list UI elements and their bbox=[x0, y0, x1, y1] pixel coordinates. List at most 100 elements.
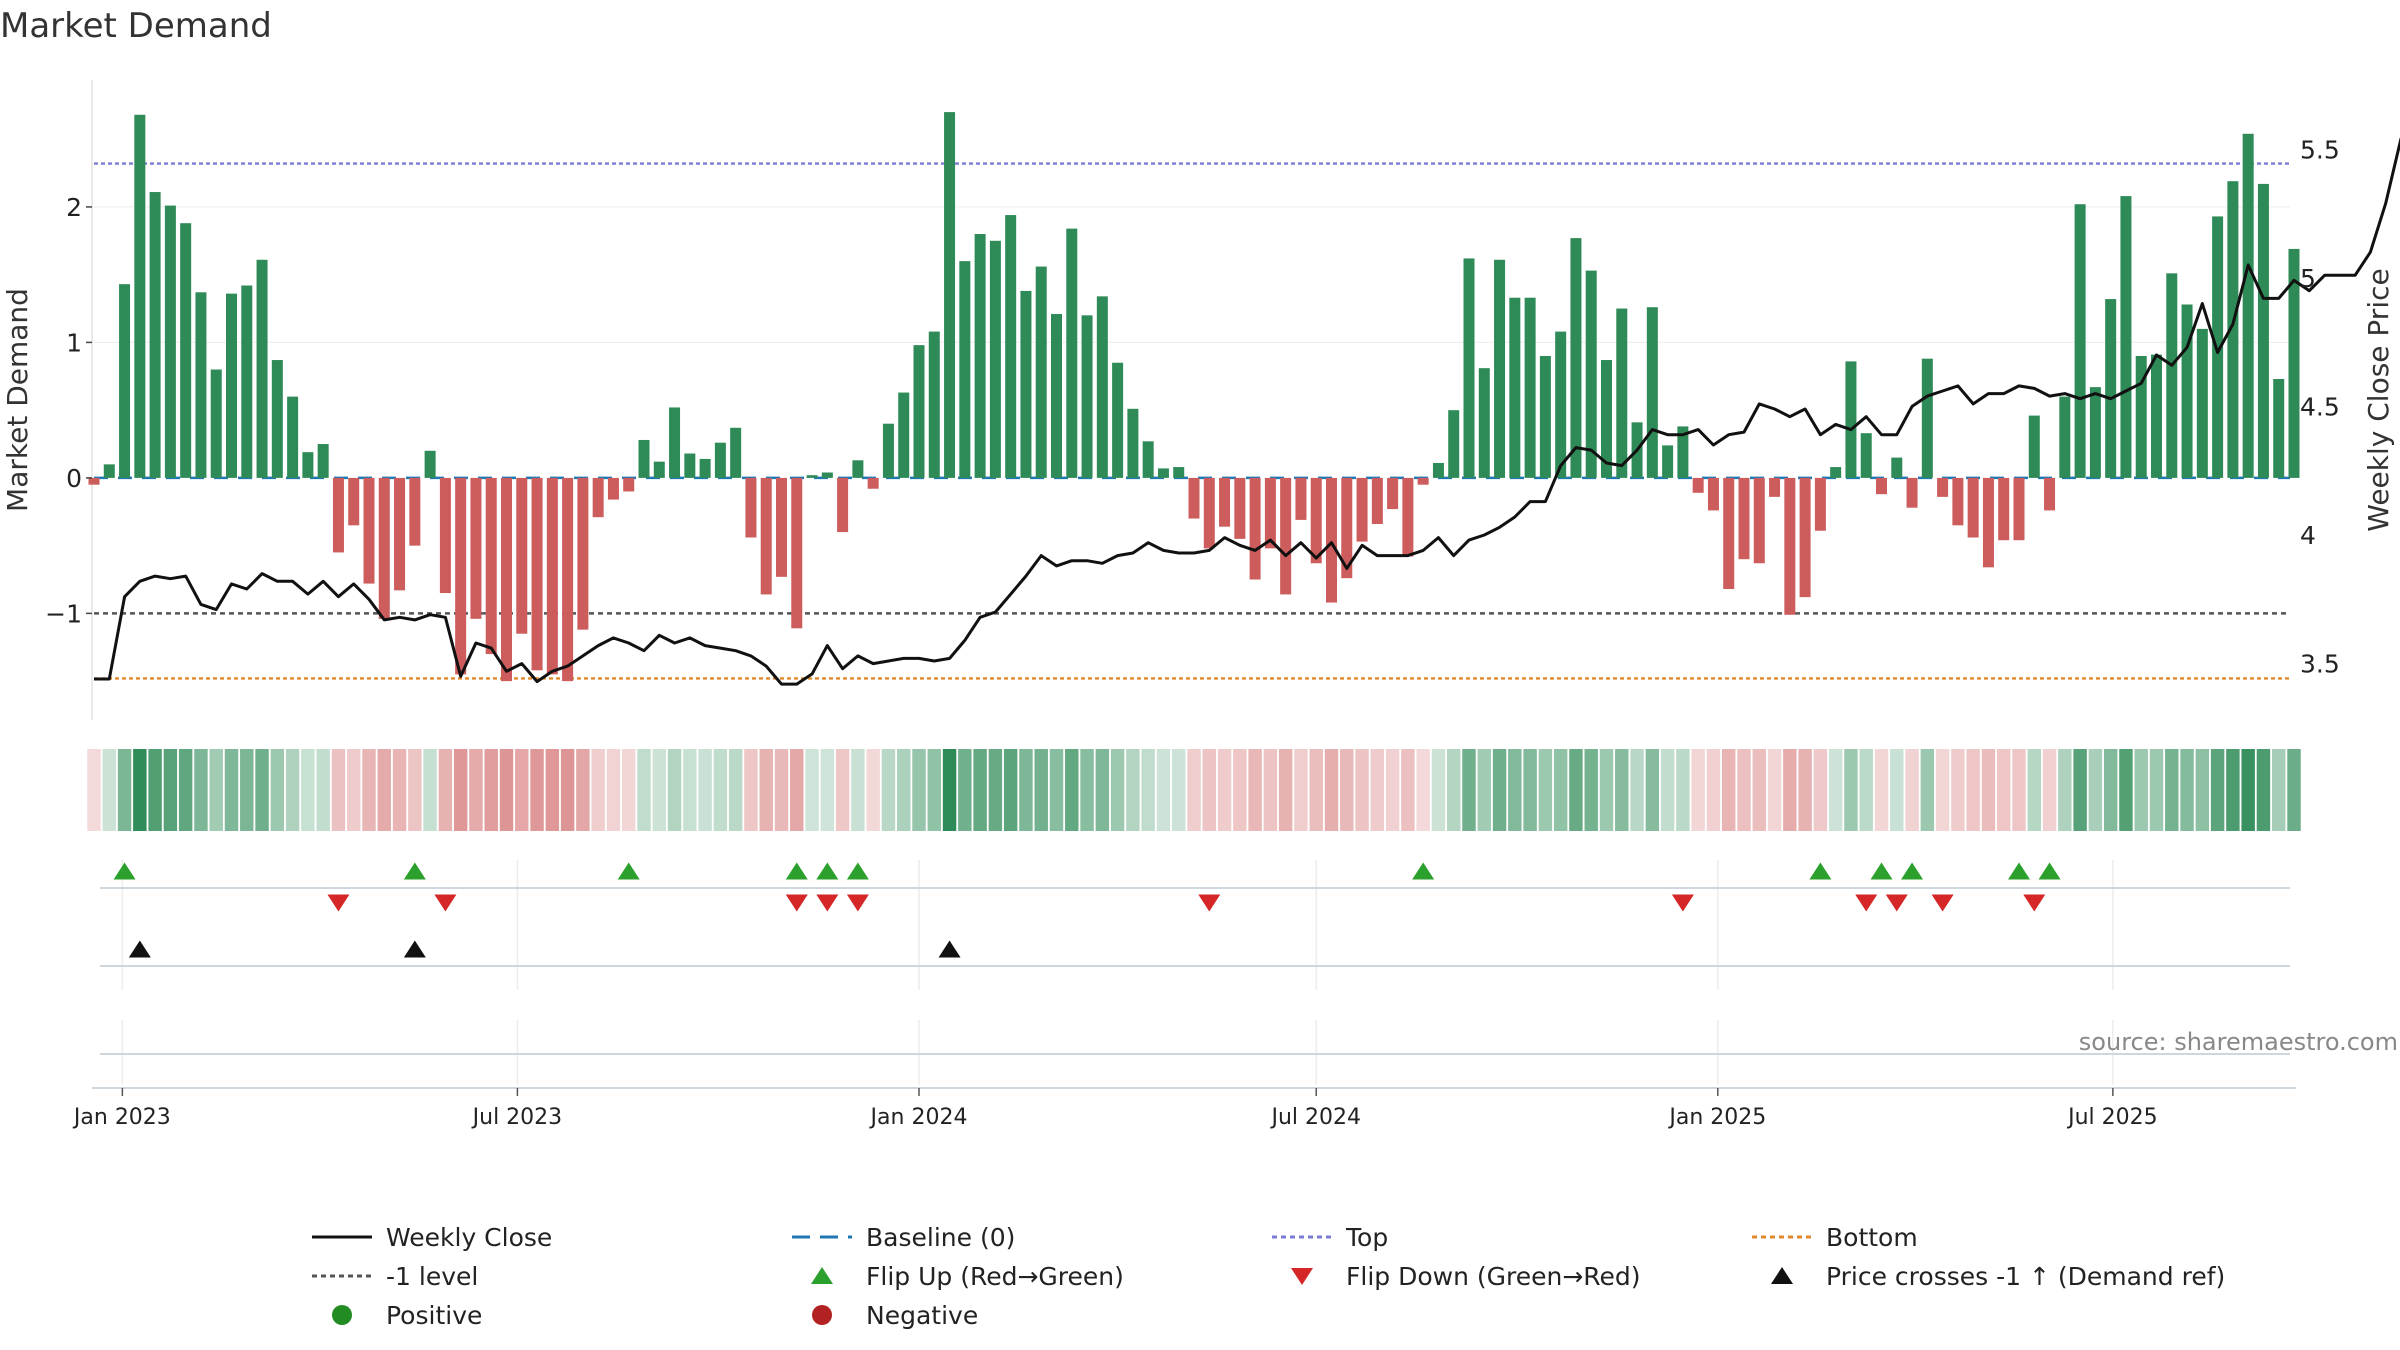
demand-bar bbox=[378, 477, 390, 619]
flip-down-marker bbox=[1198, 894, 1221, 912]
weekly-close-path bbox=[94, 137, 2400, 686]
legend-label: Positive bbox=[386, 1301, 482, 1330]
demand-bar bbox=[1280, 477, 1292, 595]
demand-heat-strip bbox=[87, 749, 2301, 831]
heat-cell bbox=[805, 749, 819, 831]
demand-bar bbox=[730, 427, 742, 478]
demand-bar bbox=[882, 423, 894, 478]
demand-bar bbox=[332, 477, 344, 553]
demand-bar bbox=[821, 472, 833, 478]
demand-bar bbox=[1524, 297, 1536, 478]
heat-cell bbox=[408, 749, 422, 831]
demand-bar bbox=[1753, 477, 1765, 564]
demand-bar bbox=[1081, 315, 1093, 478]
demand-bar bbox=[1952, 477, 1964, 526]
heat-cell bbox=[1630, 749, 1644, 831]
heat-cell bbox=[1355, 749, 1369, 831]
demand-bar bbox=[516, 477, 528, 634]
legend-swatch-circle bbox=[332, 1305, 352, 1325]
demand-bar bbox=[852, 460, 864, 478]
demand-bar bbox=[1173, 467, 1185, 478]
demand-bar bbox=[1814, 477, 1826, 531]
demand-bar bbox=[1356, 477, 1368, 542]
heat-cell bbox=[698, 749, 712, 831]
heat-cell bbox=[285, 749, 300, 831]
heat-cell bbox=[331, 749, 346, 831]
demand-bar bbox=[577, 477, 589, 630]
heat-cell bbox=[744, 749, 758, 831]
heat-cell bbox=[2195, 749, 2210, 831]
flip-up-marker bbox=[403, 862, 426, 880]
demand-bar bbox=[2242, 133, 2254, 478]
heat-cell bbox=[1890, 749, 1904, 831]
x-tick-label: Jan 2023 bbox=[72, 1105, 171, 1130]
heat-cell bbox=[1691, 749, 1705, 831]
heat-cell bbox=[1477, 749, 1491, 831]
heat-cell bbox=[1447, 749, 1461, 831]
heat-cell bbox=[1767, 749, 1782, 831]
demand-bar bbox=[439, 477, 451, 594]
heat-cell bbox=[301, 749, 315, 831]
demand-bar bbox=[302, 452, 314, 478]
heat-cell bbox=[1783, 749, 1797, 831]
demand-bar bbox=[1417, 477, 1429, 485]
demand-bar bbox=[485, 477, 497, 655]
heat-cell bbox=[1324, 749, 1339, 831]
demand-bar bbox=[1203, 477, 1215, 549]
legend-item: -1 level bbox=[312, 1262, 478, 1291]
heat-cell bbox=[759, 749, 773, 831]
demand-bar bbox=[1891, 457, 1903, 478]
legend-label: Weekly Close bbox=[386, 1223, 552, 1252]
heat-cell bbox=[1278, 749, 1293, 831]
heat-cell bbox=[1172, 749, 1186, 831]
demand-bar bbox=[1906, 477, 1918, 508]
demand-bar bbox=[103, 464, 115, 478]
legend-swatch-triangle-up bbox=[811, 1267, 833, 1284]
demand-bar bbox=[2044, 477, 2056, 511]
heat-cell bbox=[622, 749, 636, 831]
heat-cell bbox=[881, 749, 896, 831]
heat-cell bbox=[1309, 749, 1323, 831]
demand-bar bbox=[210, 369, 222, 478]
demand-bar bbox=[1662, 445, 1674, 478]
demand-bar bbox=[1035, 266, 1047, 478]
demand-bar bbox=[2028, 415, 2040, 478]
demand-bar bbox=[592, 477, 604, 518]
legend-item: Bottom bbox=[1752, 1223, 1918, 1252]
heat-cell bbox=[2272, 749, 2286, 831]
heat-cell bbox=[973, 749, 987, 831]
demand-bar bbox=[623, 477, 635, 492]
heat-cell bbox=[835, 749, 850, 831]
demand-bar bbox=[501, 477, 512, 682]
source-note: source: sharemaestro.com bbox=[2079, 1028, 2398, 1056]
legend: Weekly Close Baseline (0) Top Bottom -1 leve… bbox=[312, 1223, 2225, 1330]
heat-cell bbox=[2180, 749, 2194, 831]
price-cross-marker bbox=[128, 940, 151, 958]
y-axis-left-label: Market Demand bbox=[1, 288, 34, 512]
demand-bar bbox=[684, 453, 696, 478]
heat-cell bbox=[1569, 749, 1583, 831]
legend-item: Flip Up (Red→Green) bbox=[811, 1262, 1124, 1291]
legend-label: Flip Down (Green→Red) bbox=[1346, 1262, 1641, 1291]
legend-item: Flip Down (Green→Red) bbox=[1291, 1262, 1641, 1291]
demand-bar bbox=[2120, 196, 2132, 478]
heat-cell bbox=[1019, 749, 1033, 831]
demand-bar bbox=[669, 407, 681, 478]
heat-cell bbox=[591, 749, 605, 831]
demand-bar bbox=[546, 477, 558, 675]
heat-cell bbox=[851, 749, 865, 831]
heat-cell bbox=[2012, 749, 2026, 831]
heat-cell bbox=[560, 749, 575, 831]
demand-bar bbox=[1555, 331, 1567, 478]
heat-cell bbox=[1416, 749, 1430, 831]
heat-cell bbox=[1676, 749, 1690, 831]
heat-cell bbox=[377, 749, 391, 831]
heat-cell bbox=[988, 749, 1003, 831]
legend-label: -1 level bbox=[386, 1262, 478, 1291]
demand-bar bbox=[2105, 299, 2117, 478]
heat-cell bbox=[912, 749, 926, 831]
heat-cell bbox=[576, 749, 590, 831]
heat-cell bbox=[515, 749, 529, 831]
heat-cell bbox=[1095, 749, 1110, 831]
heat-cell bbox=[667, 749, 682, 831]
